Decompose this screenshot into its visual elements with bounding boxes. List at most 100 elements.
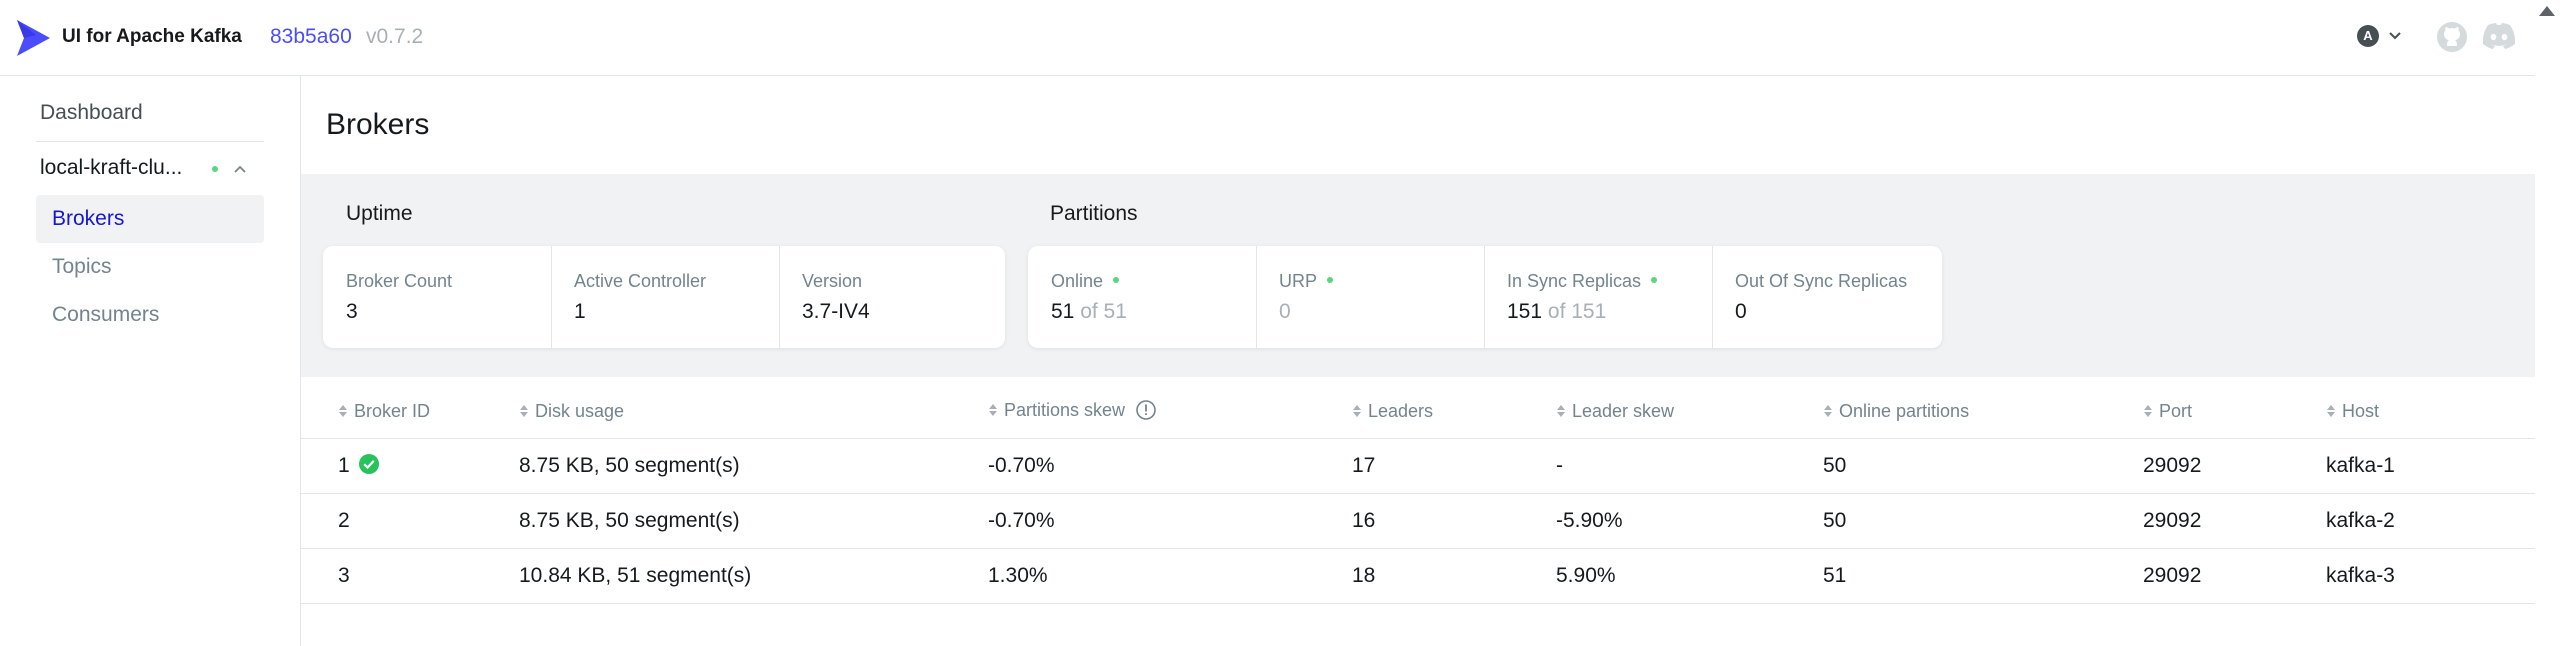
leader-skew-cell: 5.90%: [1556, 548, 1823, 604]
leaders-cell: 18: [1352, 548, 1556, 604]
host-cell: kafka-1: [2326, 438, 2535, 494]
metric-label-wrap: URP: [1279, 271, 1334, 292]
kafka-version-value: 3.7-IV4: [802, 300, 870, 323]
metric-label: Version: [802, 271, 863, 291]
column-header-port[interactable]: Port: [2143, 384, 2326, 439]
chevron-up-icon: [234, 165, 246, 173]
partitions-skew-cell: -0.70%: [988, 493, 1352, 549]
urp-value: 0: [1279, 300, 1291, 323]
broker-id-cell[interactable]: 1: [301, 438, 519, 494]
column-header-label: Leader skew: [1572, 400, 1675, 421]
in-sync-replicas-card: In Sync Replicas 151 of 151: [1484, 246, 1713, 348]
cluster-online-indicator: [212, 166, 218, 172]
github-icon[interactable]: [2436, 21, 2468, 53]
column-header-label: Online partitions: [1839, 400, 1970, 421]
metric-label: In Sync Replicas: [1507, 271, 1642, 291]
column-header-broker-id[interactable]: Broker ID: [301, 384, 519, 439]
sidebar-item-brokers[interactable]: Brokers: [36, 195, 264, 243]
leaders-cell: 17: [1352, 438, 1556, 494]
sidebar-item-label: Consumers: [52, 303, 160, 326]
column-header-label: Leaders: [1368, 400, 1434, 421]
column-header-online-partitions[interactable]: Online partitions: [1823, 384, 2143, 439]
broker-id: 3: [338, 564, 350, 587]
sort-icon: [1824, 404, 1832, 417]
sort-icon: [2327, 404, 2335, 417]
table-row[interactable]: 2 8.75 KB, 50 segment(s) -0.70% 16 -5.90…: [301, 493, 2535, 549]
online-partitions-cell: 50: [1823, 438, 2143, 494]
partitions-skew-cell: -0.70%: [988, 438, 1352, 494]
sidebar-item-consumers[interactable]: Consumers: [36, 291, 264, 339]
disk-usage-cell: 8.75 KB, 50 segment(s): [519, 438, 988, 494]
top-navbar: UI for Apache Kafka 83b5a60 v0.7.2 A: [0, 0, 2535, 76]
metric-label: Online: [1051, 271, 1104, 291]
user-menu[interactable]: A: [2357, 25, 2407, 49]
online-count: 51: [1051, 300, 1075, 323]
online-partitions-cell: 51: [1823, 548, 2143, 604]
online-partitions-cell: 50: [1823, 493, 2143, 549]
broker-id-cell[interactable]: 3: [301, 548, 519, 604]
port-cell: 29092: [2143, 493, 2326, 549]
sidebar-divider: [36, 141, 264, 142]
sidebar: Dashboard local-kraft-clu... Brokers Top…: [0, 76, 301, 646]
column-header-partitions-skew[interactable]: Partitions skew: [988, 384, 1352, 439]
app-version: v0.7.2: [366, 25, 424, 48]
column-header-label: Port: [2159, 400, 2193, 421]
version-card: Version 3.7-IV4: [779, 246, 1005, 348]
user-avatar: A: [2357, 25, 2379, 47]
sort-icon: [520, 404, 528, 417]
urp-status-dot: [1327, 277, 1334, 284]
out-of-sync-replicas-value: 0: [1735, 300, 1747, 323]
column-header-disk-usage[interactable]: Disk usage: [519, 384, 988, 439]
kafka-ui-logo[interactable]: [14, 18, 52, 58]
table-header-row: Broker ID Disk usage Partitions skew Lea…: [301, 384, 2535, 439]
online-partitions-value: 51 of 51: [1051, 300, 1127, 324]
host-cell: kafka-2: [2326, 493, 2535, 549]
port-cell: 29092: [2143, 548, 2326, 604]
metric-label: Broker Count: [346, 271, 453, 291]
metrics-panel: Uptime Broker Count 3 Active Controller …: [301, 174, 2535, 377]
broker-id: 1: [338, 454, 350, 477]
broker-id-cell[interactable]: 2: [301, 493, 519, 549]
isr-total: of 151: [1547, 300, 1607, 323]
disk-usage-cell: 10.84 KB, 51 segment(s): [519, 548, 988, 604]
sidebar-item-topics[interactable]: Topics: [36, 243, 264, 291]
uptime-metrics: Broker Count 3 Active Controller 1 Versi…: [323, 246, 1005, 348]
metric-label: Active Controller: [574, 271, 707, 291]
online-status-dot: [1113, 277, 1120, 284]
isr-status-dot: [1651, 277, 1658, 284]
discord-icon[interactable]: [2481, 22, 2517, 52]
column-header-label: Broker ID: [354, 400, 431, 421]
app-title[interactable]: UI for Apache Kafka: [62, 26, 242, 47]
leaders-cell: 16: [1352, 493, 1556, 549]
sort-icon: [339, 404, 347, 417]
metric-label-wrap: In Sync Replicas: [1507, 271, 1658, 292]
active-controller-value: 1: [574, 300, 586, 323]
out-of-sync-replicas-card: Out Of Sync Replicas 0: [1712, 246, 1942, 348]
metric-label: URP: [1279, 271, 1318, 291]
isr-count: 151: [1507, 300, 1543, 323]
disk-usage-cell: 8.75 KB, 50 segment(s): [519, 493, 988, 549]
git-commit-link[interactable]: 83b5a60: [270, 25, 352, 48]
table-row[interactable]: 3 10.84 KB, 51 segment(s) 1.30% 18 5.90%…: [301, 548, 2535, 604]
uptime-group-title: Uptime: [346, 202, 413, 225]
partition-metrics: Online 51 of 51 URP 0 In Sync Replicas 1…: [1028, 246, 1942, 348]
table-row[interactable]: 1 8.75 KB, 50 segment(s) -0.70% 17 - 50 …: [301, 438, 2535, 494]
scrollbar-up-arrow[interactable]: [2539, 6, 2555, 16]
port-cell: 29092: [2143, 438, 2326, 494]
sort-icon: [1353, 404, 1361, 417]
column-header-host[interactable]: Host: [2326, 384, 2535, 439]
info-icon[interactable]: [1135, 399, 1157, 421]
column-header-leaders[interactable]: Leaders: [1352, 384, 1556, 439]
chevron-down-icon: [2389, 32, 2401, 40]
nav-dashboard[interactable]: Dashboard: [40, 101, 143, 124]
online-total: of 51: [1080, 300, 1127, 323]
column-header-label: Host: [2342, 400, 2380, 421]
metric-label: Out Of Sync Replicas: [1735, 271, 1908, 291]
column-header-label: Disk usage: [535, 400, 625, 421]
cluster-menu-toggle[interactable]: local-kraft-clu...: [40, 156, 260, 186]
sort-icon: [1557, 404, 1565, 417]
page-title: Brokers: [326, 108, 430, 141]
column-header-leader-skew[interactable]: Leader skew: [1556, 384, 1823, 439]
leader-skew-cell: -: [1556, 438, 1823, 494]
column-header-label: Partitions skew: [1004, 399, 1126, 420]
